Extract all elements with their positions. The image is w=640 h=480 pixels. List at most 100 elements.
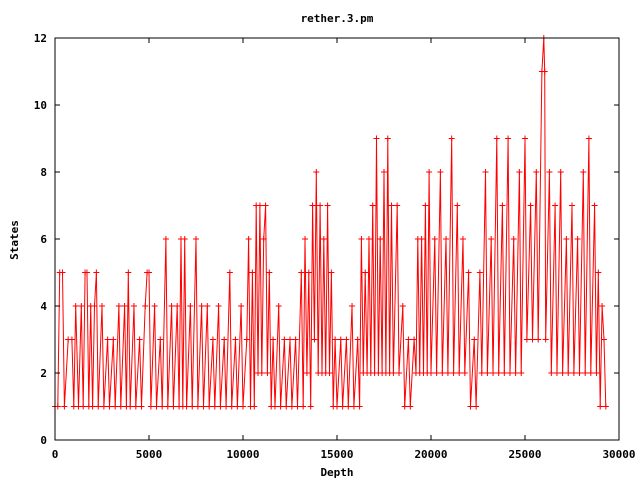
data-point — [377, 236, 384, 242]
data-point — [350, 403, 357, 410]
data-point — [587, 370, 594, 376]
y-axis: 0 2 4 6 8 10 12 — [34, 32, 619, 447]
data-point — [394, 202, 401, 209]
data-point — [215, 303, 222, 309]
data-point — [597, 403, 604, 410]
data-point — [307, 403, 314, 410]
data-point — [559, 370, 566, 376]
data-point — [501, 370, 508, 376]
y-tick-label: 8 — [40, 166, 47, 179]
plot-marks — [52, 35, 609, 410]
y-tick-label: 6 — [40, 233, 47, 246]
y-tick-label: 4 — [40, 300, 47, 313]
data-point — [444, 370, 451, 376]
y-tick-label: 0 — [40, 434, 47, 447]
data-point — [117, 403, 124, 410]
data-point — [542, 336, 549, 343]
data-point — [548, 370, 555, 376]
data-point — [390, 370, 397, 376]
data-point — [337, 336, 344, 343]
data-point — [174, 303, 181, 309]
data-point — [580, 169, 587, 175]
data-point — [130, 303, 137, 309]
data-point — [523, 336, 530, 343]
data-point — [576, 370, 583, 376]
data-point — [533, 169, 540, 175]
data-point — [164, 403, 171, 410]
data-point — [147, 403, 154, 410]
data-point — [121, 303, 128, 309]
data-point — [266, 269, 273, 276]
data-point — [600, 336, 607, 343]
data-point — [136, 336, 143, 343]
data-point — [89, 403, 96, 410]
data-point — [245, 236, 252, 242]
data-point — [95, 403, 102, 410]
data-point — [422, 202, 429, 209]
data-point — [384, 135, 391, 142]
data-point — [159, 403, 166, 410]
data-point — [104, 336, 111, 343]
data-point — [411, 336, 418, 343]
data-point — [309, 202, 316, 209]
data-point — [200, 403, 207, 410]
data-point — [535, 336, 542, 343]
data-point — [287, 336, 293, 343]
data-point — [228, 403, 235, 410]
data-point — [181, 236, 188, 242]
data-point — [311, 336, 318, 343]
data-point — [217, 403, 224, 410]
x-axis-label: Depth — [320, 466, 353, 479]
data-point — [448, 135, 455, 142]
data-point — [59, 269, 66, 276]
data-point — [151, 303, 158, 309]
data-point — [593, 370, 600, 376]
data-point — [490, 370, 497, 376]
data-point — [258, 370, 265, 376]
data-point — [187, 303, 194, 309]
data-point — [522, 135, 528, 142]
data-point — [365, 236, 372, 242]
data-point — [162, 236, 169, 242]
data-point — [232, 336, 239, 343]
data-point — [183, 403, 190, 410]
data-point — [599, 303, 606, 309]
data-point — [302, 236, 309, 242]
data-point — [493, 135, 500, 142]
data-point — [80, 403, 87, 410]
data-point — [168, 303, 175, 309]
data-point — [373, 135, 380, 142]
data-point — [334, 403, 340, 410]
data-point — [465, 269, 472, 276]
data-point — [527, 202, 534, 209]
data-point — [72, 303, 79, 309]
y-axis-label: States — [8, 220, 21, 260]
data-point — [505, 135, 512, 142]
data-point — [585, 135, 592, 142]
data-point — [305, 269, 312, 276]
data-point — [510, 236, 517, 242]
data-point — [482, 169, 489, 175]
data-point — [478, 370, 485, 376]
y-tick-label: 12 — [34, 32, 47, 45]
data-point — [591, 202, 598, 209]
data-point — [388, 202, 395, 209]
data-point — [240, 403, 246, 410]
x-tick-label: 10000 — [226, 448, 259, 461]
data-point — [106, 403, 113, 410]
data-point — [557, 169, 564, 175]
data-point — [275, 303, 282, 309]
data-point — [238, 303, 245, 309]
data-point — [339, 403, 346, 410]
data-point — [298, 269, 305, 276]
data-point — [595, 269, 602, 276]
data-point — [495, 370, 502, 376]
data-point — [146, 269, 152, 276]
x-tick-label: 30000 — [602, 448, 635, 461]
data-point — [437, 169, 444, 175]
data-point — [512, 370, 519, 376]
data-point — [313, 169, 320, 175]
x-axis: 0 5000 10000 15000 20000 25000 30000 — [52, 38, 636, 461]
data-point — [234, 403, 241, 410]
